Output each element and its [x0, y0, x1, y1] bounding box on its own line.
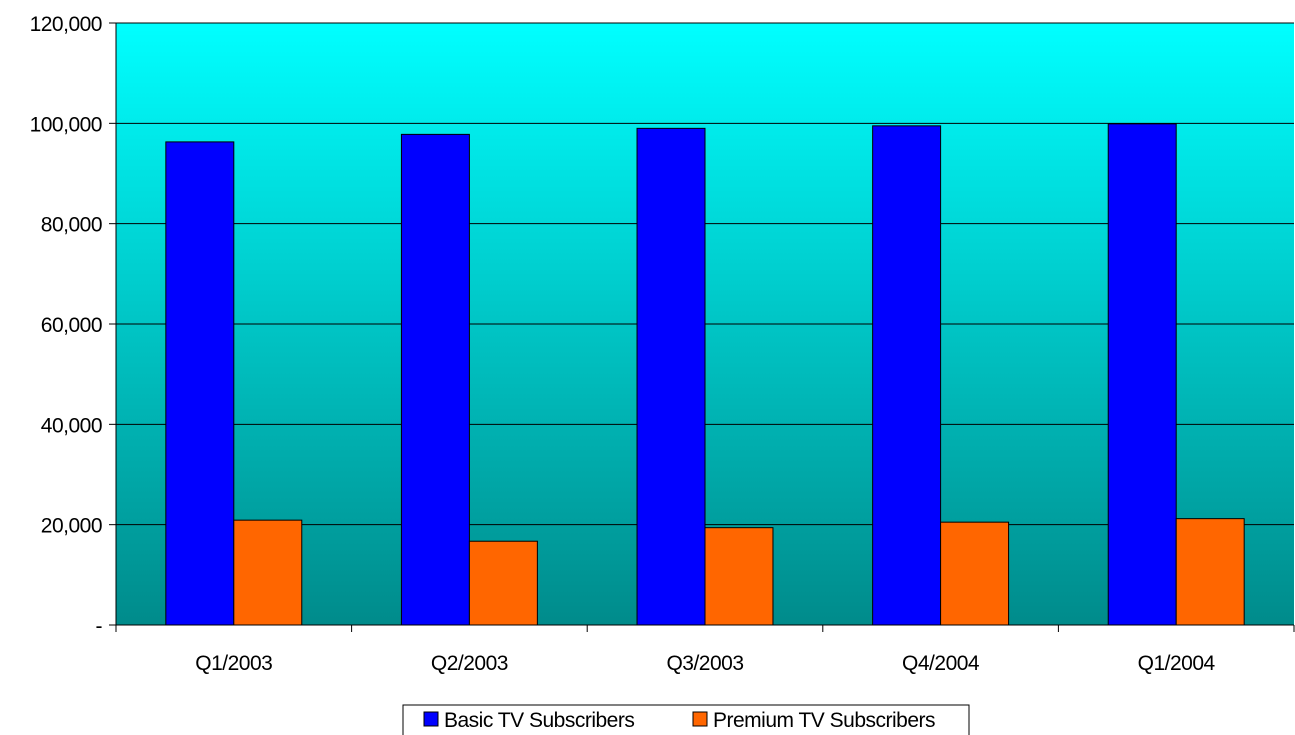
y-tick-labels: - 20,000 40,000 60,000 80,000 100,000 120,000 — [30, 13, 103, 638]
legend-label: Basic TV Subscribers — [444, 709, 634, 732]
legend-swatch — [692, 711, 708, 727]
x-tick-label: Q1/2003 — [195, 652, 272, 675]
y-tick-label: - — [96, 615, 103, 638]
y-tick-label: 60,000 — [41, 314, 102, 337]
bar-premium-tv-subscribers-4 — [1175, 518, 1245, 626]
x-tick-label: Q2/2003 — [431, 652, 508, 675]
bar-premium-tv-subscribers-0 — [233, 519, 303, 626]
x-tick-labels: Q1/2003 Q2/2003 Q3/2003 Q4/2004 Q1/2004 — [195, 652, 1216, 675]
x-tick-label: Q3/2003 — [666, 652, 743, 675]
bar-basic-tv-subscribers-2 — [636, 127, 706, 626]
legend-box — [402, 704, 970, 735]
y-tick-label: 20,000 — [41, 515, 102, 538]
bar-basic-tv-subscribers-1 — [400, 133, 470, 626]
bar-basic-tv-subscribers-3 — [872, 125, 942, 626]
bar-basic-tv-subscribers-4 — [1107, 123, 1177, 626]
legend-swatch — [423, 711, 439, 727]
bar-basic-tv-subscribers-0 — [165, 141, 235, 626]
bar-premium-tv-subscribers-2 — [704, 527, 774, 626]
axes — [109, 22, 1295, 632]
y-tick-label: 100,000 — [30, 113, 102, 136]
y-tick-label: 80,000 — [41, 214, 102, 237]
legend: Basic TV Subscribers Premium TV Subscribe… — [402, 704, 970, 735]
y-tick-label: 120,000 — [30, 13, 102, 36]
y-tick-label: 40,000 — [41, 414, 102, 437]
x-tick-label: Q1/2004 — [1138, 652, 1216, 675]
bar-premium-tv-subscribers-3 — [940, 521, 1010, 626]
bar-premium-tv-subscribers-1 — [468, 540, 538, 626]
legend-label: Premium TV Subscribers — [713, 709, 935, 732]
x-tick-label: Q4/2004 — [902, 652, 980, 675]
